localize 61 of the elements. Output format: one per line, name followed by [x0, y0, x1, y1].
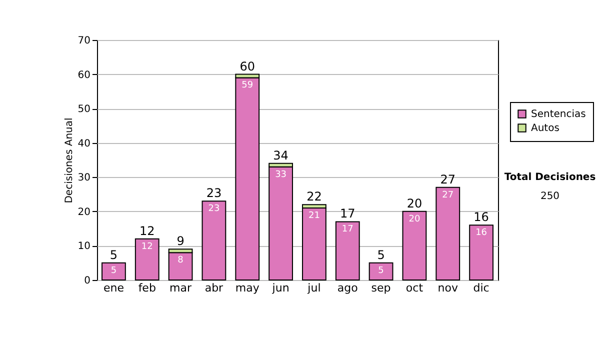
x-tick-label: dic [473, 282, 490, 294]
total-label: 5 [377, 248, 385, 262]
x-tick-label: may [235, 282, 260, 294]
y-tick-label: 0 [84, 276, 90, 286]
total-label: 9 [176, 234, 184, 248]
y-tick-label: 60 [78, 70, 90, 81]
x-tick-label: jul [306, 282, 321, 294]
data-label: 12 [141, 242, 153, 252]
data-label: 5 [110, 266, 117, 276]
x-tick-label: jun [271, 282, 290, 294]
x-tick-label: abr [204, 282, 224, 294]
bar [268, 166, 293, 280]
bar [168, 252, 193, 280]
data-label: 5 [378, 266, 384, 276]
y-tick-label: 10 [78, 241, 90, 252]
data-label: 8 [178, 256, 184, 266]
bar [402, 210, 427, 280]
data-label: 20 [408, 214, 420, 224]
bar [102, 262, 126, 280]
bar [235, 77, 260, 280]
data-label: 23 [208, 204, 220, 214]
x-tick-label: ago [337, 282, 358, 294]
legend-label: Sentencias [531, 109, 586, 120]
y-tick-label: 50 [78, 104, 90, 116]
data-label: 33 [275, 170, 287, 180]
data-label: 16 [476, 228, 488, 238]
text: 250 [539, 190, 561, 204]
y-tick-label: 70 [78, 36, 90, 46]
total-label: 20 [406, 196, 422, 210]
y-tick-label: 20 [78, 206, 90, 218]
bar [436, 186, 460, 280]
bar [469, 224, 494, 280]
total-label: 23 [206, 186, 222, 200]
bar [302, 208, 326, 280]
total-label: 34 [273, 148, 288, 162]
total-label: 17 [340, 206, 356, 221]
bar [368, 262, 394, 280]
x-tick-label: sep [371, 282, 391, 294]
y-tick-label: 40 [78, 138, 90, 150]
legend-label: Autos [531, 123, 560, 134]
x-tick-label: feb [138, 282, 156, 294]
x-tick-label: mar [170, 282, 192, 294]
bar [202, 200, 226, 280]
data-label: 59 [242, 80, 254, 91]
total-label: 12 [139, 224, 155, 238]
total-label: 60 [240, 59, 256, 74]
total-label: 27 [440, 172, 456, 186]
total-label: 5 [110, 248, 118, 262]
bar [134, 238, 160, 280]
y-axis-title: Decisiones Anual [64, 118, 75, 204]
y-tick-label: 30 [78, 172, 90, 184]
total-label: 22 [306, 190, 322, 204]
data-label: 17 [342, 224, 354, 235]
data-label: 21 [308, 211, 320, 221]
data-label: 27 [442, 190, 454, 200]
x-tick-label: oct [406, 282, 424, 294]
x-tick-label: nov [438, 282, 458, 294]
total-label: 16 [474, 210, 489, 224]
x-tick-label: ene [103, 282, 124, 294]
text: Total Decisiones [503, 171, 597, 185]
bar [335, 221, 360, 280]
